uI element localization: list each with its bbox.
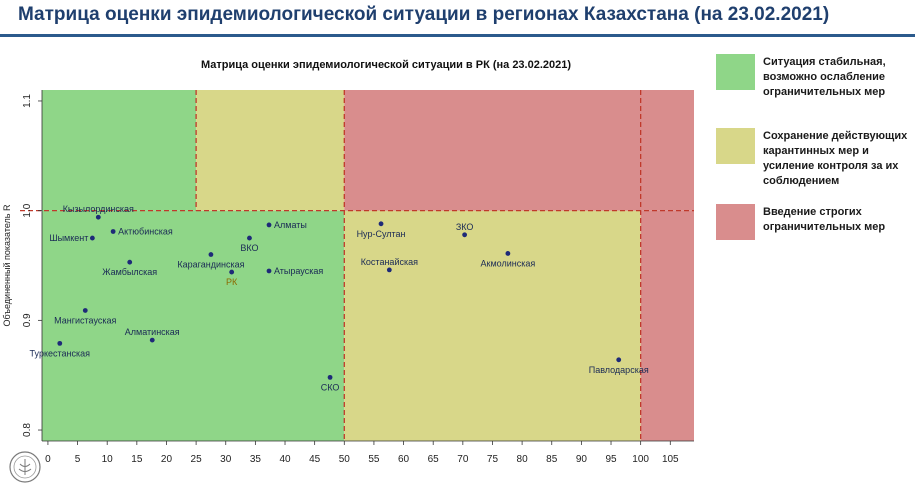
point-label: Шымкент: [49, 233, 88, 243]
data-point: [127, 259, 133, 265]
x-tick-label: 45: [309, 454, 321, 465]
data-point: [149, 337, 155, 343]
point-label: Алматинская: [125, 327, 180, 337]
y-tick-label: 1.1: [22, 94, 33, 108]
x-tick-label: 70: [457, 454, 469, 465]
point-label: Алматы: [274, 220, 307, 230]
x-tick-label: 40: [279, 454, 291, 465]
legend-swatch-yellow: [716, 128, 755, 164]
x-tick-label: 10: [102, 454, 114, 465]
x-tick-label: 60: [398, 454, 410, 465]
point-label: Акмолинская: [481, 258, 536, 268]
scatter-chart: Матрица оценки эпидемиологической ситуац…: [2, 59, 694, 465]
zone-0: [42, 210, 345, 441]
chart-title: Матрица оценки эпидемиологической ситуац…: [201, 59, 571, 71]
y-tick-label: 0.9: [22, 313, 33, 327]
data-point: [266, 222, 272, 228]
data-point: [247, 235, 252, 241]
zone-3: [344, 210, 641, 441]
x-tick-label: 55: [368, 454, 380, 465]
x-tick-label: 65: [428, 454, 440, 465]
x-tick-label: 80: [517, 454, 529, 465]
data-point: [82, 308, 88, 313]
legend-swatch-red: [716, 204, 755, 240]
point-label: Мангистауская: [54, 315, 116, 325]
x-tick-label: 0: [45, 454, 51, 465]
point-label: Нур-Султан: [357, 229, 406, 239]
zone-1: [42, 90, 197, 211]
data-point: [95, 214, 101, 220]
data-point: [327, 374, 333, 380]
x-tick-label: 90: [576, 454, 588, 465]
x-tick-label: 75: [487, 454, 499, 465]
point-label: Туркестанская: [30, 348, 91, 358]
ministry-logo-icon: [9, 451, 41, 483]
title-divider: [0, 34, 915, 37]
data-point: [229, 269, 235, 275]
x-tick-label: 85: [546, 454, 558, 465]
x-tick-label: 30: [220, 454, 232, 465]
legend-item-maintain: Сохранение действующих карантинных мер и…: [716, 128, 915, 187]
y-tick-label: 0.8: [22, 423, 33, 437]
data-point: [89, 235, 95, 241]
data-point: [378, 221, 384, 227]
legend-label: Сохранение действующих карантинных мер и…: [763, 130, 908, 187]
x-tick-label: 25: [191, 454, 203, 465]
x-tick-label: 35: [250, 454, 262, 465]
point-label: Жамбылская: [102, 267, 157, 277]
point-label: ВКО: [240, 243, 258, 253]
point-label: РК: [226, 277, 238, 287]
legend-label: Ситуация стабильная, возможно ослабление…: [763, 56, 886, 98]
data-point: [616, 357, 622, 363]
y-axis-label: Объединенный показатель R: [2, 204, 12, 327]
point-label: Карагандинская: [177, 260, 244, 270]
x-tick-label: 20: [161, 454, 173, 465]
zone-4: [344, 90, 694, 211]
x-tick-label: 105: [662, 454, 679, 465]
point-label: СКО: [321, 382, 340, 392]
x-tick-label: 100: [632, 454, 649, 465]
y-tick-label: 1.0: [22, 203, 33, 217]
data-point: [386, 267, 392, 273]
point-label: Кызылординская: [63, 204, 134, 214]
zone-5: [640, 210, 694, 441]
data-point: [208, 252, 214, 257]
page-title: Матрица оценки эпидемиологической ситуац…: [18, 4, 830, 25]
data-point: [462, 232, 468, 238]
point-label: Костанайская: [361, 257, 418, 267]
legend-swatch-green: [716, 54, 755, 90]
x-tick-label: 50: [339, 454, 351, 465]
zone-2: [196, 90, 345, 211]
data-point: [505, 251, 511, 256]
data-point: [57, 340, 63, 346]
legend-item-strict: Введение строгих ограничительных мер: [716, 204, 915, 250]
data-point: [266, 268, 272, 274]
legend: Ситуация стабильная, возможно ослабление…: [716, 54, 915, 278]
point-label: ЗКО: [456, 222, 474, 232]
x-tick-label: 5: [75, 454, 81, 465]
point-label: Павлодарская: [589, 365, 649, 375]
legend-label: Введение строгих ограничительных мер: [763, 206, 886, 233]
x-tick-label: 95: [605, 454, 617, 465]
point-label: Актюбинская: [118, 226, 173, 236]
data-point: [110, 229, 116, 234]
legend-item-stable: Ситуация стабильная, возможно ослабление…: [716, 54, 915, 100]
x-tick-label: 15: [131, 454, 143, 465]
point-label: Атырауская: [274, 266, 323, 276]
